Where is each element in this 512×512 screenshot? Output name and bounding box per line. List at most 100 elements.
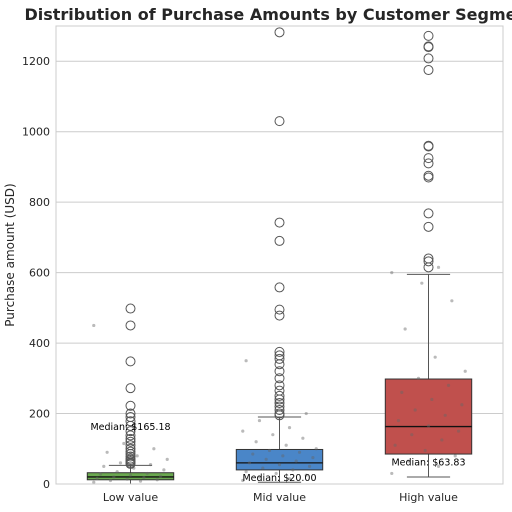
jitter-point xyxy=(125,477,129,481)
jitter-point xyxy=(396,418,401,423)
outlier-point xyxy=(125,303,136,314)
plot-frame xyxy=(55,25,504,485)
jitter-point xyxy=(436,265,441,269)
jitter-point xyxy=(390,471,394,476)
outlier-point xyxy=(125,408,136,419)
jitter-point xyxy=(453,454,457,458)
outlier-point xyxy=(423,221,434,232)
jitter-point xyxy=(152,447,156,451)
y-tick-label: 0 xyxy=(43,478,50,491)
jitter-point xyxy=(277,463,282,467)
y-axis-title: Purchase amount (USD) xyxy=(3,183,17,326)
outlier-point xyxy=(274,373,285,384)
jitter-point xyxy=(261,466,265,470)
jitter-point xyxy=(446,383,451,387)
outlier-point xyxy=(274,385,285,396)
jitter-point xyxy=(456,429,461,433)
outlier-point xyxy=(274,304,285,315)
jitter-point xyxy=(112,475,116,479)
jitter-point xyxy=(393,443,397,447)
jitter-point xyxy=(118,461,123,465)
outlier-point xyxy=(125,383,136,394)
y-tick-label: 800 xyxy=(29,196,50,209)
median-label: Median: $63.83 xyxy=(391,457,465,468)
jitter-point xyxy=(115,470,119,474)
jitter-point xyxy=(257,475,262,479)
outlier-point xyxy=(423,65,434,76)
jitter-point xyxy=(304,411,308,416)
y-tick-label: 600 xyxy=(29,267,50,280)
jitter-point xyxy=(307,464,312,468)
outlier-point xyxy=(423,208,434,219)
outlier-point xyxy=(274,353,285,364)
jitter-point xyxy=(430,397,434,402)
jitter-point xyxy=(264,457,268,461)
jitter-point xyxy=(294,459,298,463)
jitter-point xyxy=(406,459,411,463)
jitter-point xyxy=(281,454,285,458)
box xyxy=(86,472,175,481)
outlier-point xyxy=(274,380,285,391)
outlier-point xyxy=(125,433,136,444)
outlier-point xyxy=(423,256,434,267)
outlier-point xyxy=(274,366,285,377)
outlier-point xyxy=(423,262,434,273)
box-group xyxy=(86,303,175,485)
x-tick-label: High value xyxy=(399,491,458,504)
jitter-point xyxy=(443,413,447,417)
box xyxy=(384,378,473,455)
jitter-point xyxy=(254,440,258,444)
jitter-point xyxy=(423,448,427,453)
jitter-point xyxy=(138,479,143,483)
jitter-point xyxy=(162,468,166,472)
jitter-point xyxy=(145,471,149,476)
jitter-point xyxy=(301,436,305,440)
outlier-point xyxy=(274,359,285,370)
jitter-point xyxy=(102,464,106,468)
outlier-point xyxy=(125,426,136,437)
outlier-point xyxy=(274,346,285,357)
jitter-point xyxy=(241,478,245,483)
jitter-point xyxy=(267,448,272,453)
outlier-point xyxy=(423,172,434,183)
outlier-point xyxy=(274,397,285,408)
jitter-point xyxy=(463,369,467,373)
outlier-point xyxy=(423,141,434,152)
jitter-point xyxy=(390,271,394,275)
jitter-point xyxy=(108,478,113,483)
outlier-point xyxy=(274,394,285,405)
outlier-point xyxy=(125,420,136,431)
jitter-point xyxy=(128,473,133,477)
jitter-point xyxy=(241,429,245,433)
jitter-point xyxy=(297,450,302,454)
y-tick-label: 400 xyxy=(29,337,50,350)
outlier-point xyxy=(125,436,136,447)
jitter-point xyxy=(257,418,262,423)
jitter-point xyxy=(251,452,255,456)
outlier-point xyxy=(274,116,285,127)
outlier-point xyxy=(423,153,434,164)
jitter-point xyxy=(135,454,139,458)
outlier-point xyxy=(423,158,434,169)
box-plots: Median: $165.18 Median: $20.00 Median: $63… xyxy=(86,27,473,485)
outlier-point xyxy=(423,42,434,53)
jitter-point xyxy=(122,441,126,446)
jitter-point xyxy=(92,323,96,328)
outlier-point xyxy=(274,390,285,401)
jitter-point xyxy=(413,408,417,412)
y-tick-labels: 0 200 400 600 800 1000 1200 xyxy=(22,55,50,491)
y-tick-label: 1000 xyxy=(22,126,50,139)
jitter-point xyxy=(287,426,292,430)
jitter-point xyxy=(95,476,99,480)
jitter-point xyxy=(304,473,308,477)
outlier-point xyxy=(423,30,434,41)
y-tick-label: 1200 xyxy=(22,55,50,68)
outlier-point xyxy=(274,235,285,246)
outlier-point xyxy=(125,416,136,427)
outlier-point xyxy=(125,320,136,331)
jitter-point xyxy=(287,477,292,481)
jitter-point xyxy=(244,359,248,363)
box-group xyxy=(235,27,324,483)
median-label: Median: $20.00 xyxy=(242,473,316,484)
